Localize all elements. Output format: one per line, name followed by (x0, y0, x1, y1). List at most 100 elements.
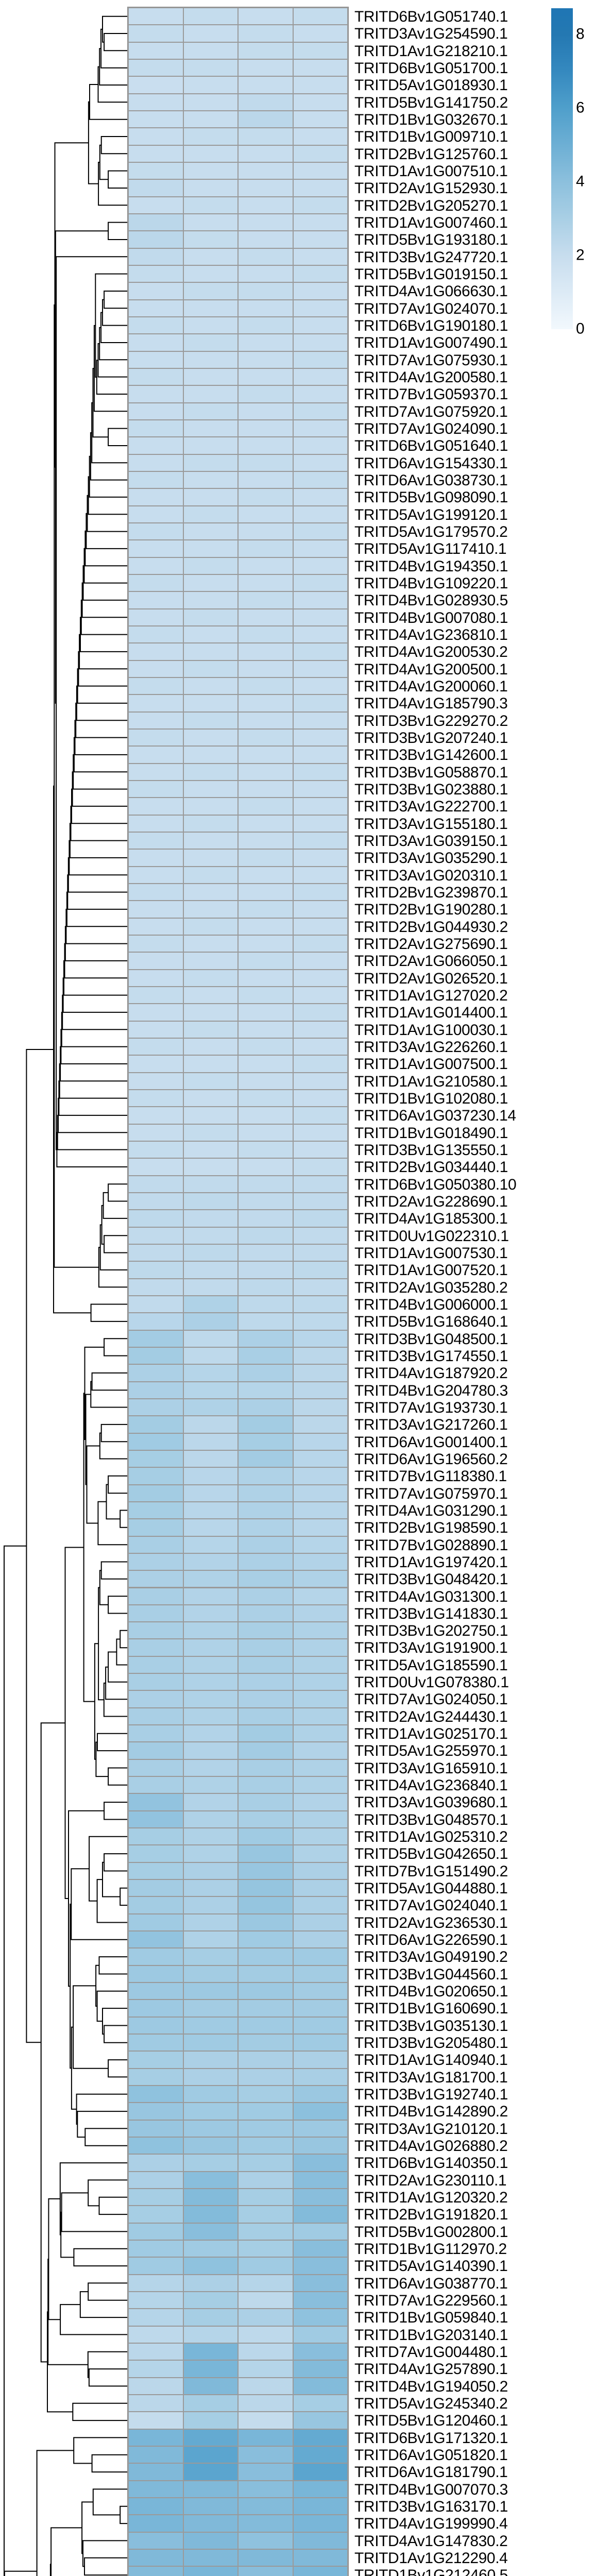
row-label: TRITD3Bv1G174550.1 (354, 1347, 508, 1365)
row-label: TRITD6Av1G181790.1 (354, 2464, 508, 2481)
heatmap-cell (239, 643, 293, 660)
heatmap-cell (293, 1004, 347, 1021)
heatmap-cell (293, 557, 347, 574)
heatmap-cell (293, 1811, 347, 1828)
row-label: TRITD1Av1G007520.1 (354, 1262, 508, 1279)
heatmap-cell (239, 454, 293, 471)
heatmap-cell (129, 454, 183, 471)
heatmap-cell (129, 1382, 183, 1398)
row-label: TRITD1Bv1G203140.1 (354, 2326, 508, 2344)
heatmap-cell (239, 1416, 293, 1433)
heatmap-cell (183, 111, 237, 128)
heatmap-cell (293, 660, 347, 677)
row-label: TRITD1Av1G218210.1 (354, 42, 508, 60)
heatmap-cell (183, 1347, 237, 1364)
heatmap-cell (239, 626, 293, 643)
heatmap-cell (293, 1588, 347, 1604)
heatmap-cell (183, 2550, 237, 2566)
heatmap-cell (239, 1244, 293, 1261)
heatmap-cell (183, 368, 237, 385)
heatmap-cell (129, 1124, 183, 1141)
heatmap-cell (183, 1983, 237, 1999)
heatmap-cell (293, 1502, 347, 1519)
row-label: TRITD0Uv1G078380.1 (354, 1674, 509, 1691)
heatmap-cell (183, 1571, 237, 1587)
heatmap-cell (239, 2532, 293, 2549)
heatmap-cell (129, 1279, 183, 1295)
heatmap-cell (183, 2172, 237, 2189)
heatmap-cell (293, 2498, 347, 2515)
heatmap-cell (293, 1656, 347, 1673)
heatmap-cell (183, 386, 237, 402)
heatmap-cell (129, 1811, 183, 1828)
heatmap-cell (239, 918, 293, 935)
heatmap-cell (183, 94, 237, 110)
heatmap-cell (129, 1983, 183, 1999)
heatmap-cell (293, 1450, 347, 1467)
heatmap-cell (239, 2138, 293, 2154)
heatmap-cell (239, 1313, 293, 1330)
heatmap-cell (129, 437, 183, 454)
heatmap-cell (129, 1502, 183, 1519)
row-label: TRITD3Av1G254590.1 (354, 25, 508, 43)
heatmap-cell (183, 506, 237, 522)
heatmap-cell (239, 1227, 293, 1244)
heatmap-cell (129, 1038, 183, 1055)
heatmap-cell (293, 1674, 347, 1690)
heatmap-cell (183, 2000, 237, 2016)
heatmap-cell (183, 1553, 237, 1570)
heatmap-cell (129, 1450, 183, 1467)
heatmap-cell (239, 729, 293, 746)
row-label: TRITD1Av1G212290.4 (354, 2550, 508, 2567)
heatmap-cell (239, 1742, 293, 1759)
heatmap-cell (183, 2429, 237, 2446)
heatmap-cell (183, 2344, 237, 2360)
row-label: TRITD4Av1G236840.1 (354, 1777, 508, 1794)
heatmap-cell (239, 2103, 293, 2120)
heatmap-cell (293, 1468, 347, 1484)
heatmap-cell (293, 1038, 347, 1055)
heatmap-cell (183, 2515, 237, 2532)
heatmap-cell (239, 1296, 293, 1313)
row-dendrogram (4, 15, 128, 2576)
heatmap-cell (183, 1794, 237, 1810)
heatmap-cell (293, 987, 347, 1004)
heatmap-cell (293, 2189, 347, 2206)
row-label: TRITD6Av1G001400.1 (354, 1433, 508, 1451)
heatmap-cell (129, 300, 183, 316)
row-label: TRITD5Av1G044880.1 (354, 1880, 508, 1897)
heatmap-cell (293, 2017, 347, 2034)
row-label: TRITD3Av1G181700.1 (354, 2069, 508, 2086)
heatmap-cell (239, 1674, 293, 1690)
heatmap-cell (239, 1656, 293, 1673)
heatmap-cell (129, 1073, 183, 1089)
heatmap-cell (129, 712, 183, 728)
heatmap-cell (183, 2035, 237, 2051)
row-label: TRITD7Av1G229560.1 (354, 2292, 508, 2310)
row-label: TRITD2Bv1G239870.1 (354, 884, 508, 901)
row-label: TRITD4Bv1G194350.1 (354, 557, 508, 575)
row-label: TRITD2Av1G026520.1 (354, 970, 508, 987)
row-label: TRITD4Av1G147830.2 (354, 2532, 508, 2550)
heatmap-cell (129, 25, 183, 42)
heatmap-cell (183, 815, 237, 832)
heatmap-cell (293, 2155, 347, 2171)
heatmap-cell (293, 1176, 347, 1192)
heatmap-cell (129, 1622, 183, 1639)
row-label: TRITD4Bv1G006000.1 (354, 1296, 508, 1313)
heatmap-cell (293, 2120, 347, 2137)
heatmap-cell (239, 1862, 293, 1879)
row-label: TRITD5Bv1G120460.1 (354, 2412, 508, 2430)
heatmap-cell (293, 2532, 347, 2549)
heatmap-cell (239, 1536, 293, 1553)
heatmap-cell (239, 2035, 293, 2051)
heatmap-cell (183, 1090, 237, 1107)
heatmap-cell (239, 1004, 293, 1021)
heatmap-cell (129, 1056, 183, 1072)
heatmap-cell (183, 781, 237, 798)
row-label: TRITD6Bv1G190180.1 (354, 317, 508, 334)
row-label: TRITD7Bv1G059370.1 (354, 386, 508, 403)
row-label: TRITD7Bv1G028890.1 (354, 1536, 508, 1554)
heatmap-cell (183, 2567, 237, 2576)
heatmap-cell (183, 1519, 237, 1536)
